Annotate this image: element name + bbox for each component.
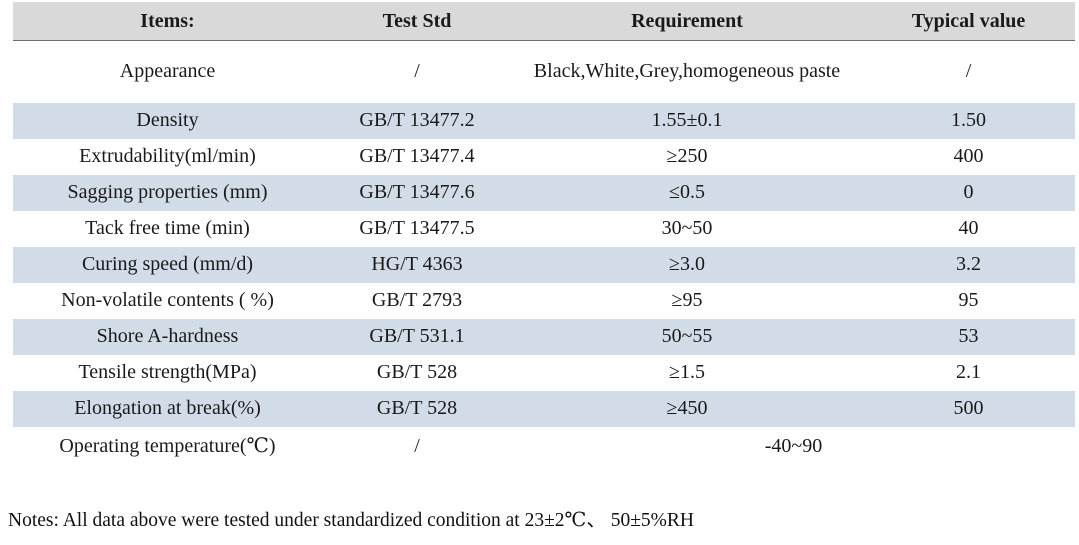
cell-item: Non-volatile contents ( %) <box>61 289 274 311</box>
table-row-operating-temperature: Operating temperature(℃) / -40~90 <box>13 427 1075 467</box>
table-row-tack-free-time: Tack free time (min) GB/T 13477.5 30~50 … <box>13 211 1075 247</box>
cell-std: GB/T 13477.5 <box>359 217 475 239</box>
cell-std: GB/T 531.1 <box>322 318 512 355</box>
table-row-appearance: Appearance / Black,White,Grey,homogeneou… <box>13 41 1075 103</box>
table-row-density: Density GB/T 13477.2 1.55±0.1 1.50 <box>13 102 1075 139</box>
cell-typical: 95 <box>958 289 979 311</box>
table-row-non-volatile: Non-volatile contents ( %) GB/T 2793 ≥95… <box>13 283 1075 319</box>
cell-item: Extrudability(ml/min) <box>79 145 256 167</box>
cell-requirement: 30~50 <box>661 217 713 239</box>
header-row: Items: Test Std Requirement Typical valu… <box>13 2 1075 41</box>
spec-table-header: Items: Test Std Requirement Typical valu… <box>13 2 1075 41</box>
cell-typical: 400 <box>953 145 984 167</box>
cell-item: Density <box>13 102 322 139</box>
cell-requirement: ≥3.0 <box>512 246 862 283</box>
header-requirement: Requirement <box>512 2 862 41</box>
cell-requirement: ≥450 <box>512 390 862 427</box>
spec-table: Items: Test Std Requirement Typical valu… <box>13 2 1075 467</box>
header-items: Items: <box>13 2 322 41</box>
cell-typical: / <box>965 60 972 83</box>
cell-std: HG/T 4363 <box>322 246 512 283</box>
header-typical-value: Typical value <box>862 2 1075 41</box>
cell-requirement-merged: -40~90 <box>764 435 823 457</box>
cell-requirement: 50~55 <box>512 318 862 355</box>
cell-typical: 0 <box>862 174 1075 211</box>
table-row-shore-hardness: Shore A-hardness GB/T 531.1 50~55 53 <box>13 318 1075 355</box>
cell-requirement: ≥250 <box>666 145 708 167</box>
table-row-elongation: Elongation at break(%) GB/T 528 ≥450 500 <box>13 390 1075 427</box>
cell-requirement: ≥1.5 <box>669 361 705 383</box>
cell-item: Curing speed (mm/d) <box>13 246 322 283</box>
cell-item: Sagging properties (mm) <box>13 174 322 211</box>
cell-requirement: ≥95 <box>671 289 703 311</box>
cell-requirement: 1.55±0.1 <box>512 102 862 139</box>
cell-typical: 3.2 <box>862 246 1075 283</box>
cell-std: GB/T 528 <box>322 390 512 427</box>
cell-item: Appearance <box>119 60 216 83</box>
cell-item: Tack free time (min) <box>85 217 250 239</box>
cell-item: Tensile strength(MPa) <box>78 361 257 383</box>
spec-table-body: Appearance / Black,White,Grey,homogeneou… <box>13 41 1075 467</box>
cell-std: GB/T 528 <box>376 361 458 383</box>
cell-requirement: ≤0.5 <box>512 174 862 211</box>
cell-typical: 2.1 <box>956 361 981 383</box>
table-row-extrudability: Extrudability(ml/min) GB/T 13477.4 ≥250 … <box>13 139 1075 175</box>
cell-typical: 500 <box>862 390 1075 427</box>
cell-item: Shore A-hardness <box>13 318 322 355</box>
cell-typical: 1.50 <box>862 102 1075 139</box>
cell-std: / <box>414 435 420 457</box>
cell-typical: 53 <box>862 318 1075 355</box>
cell-std: GB/T 13477.6 <box>322 174 512 211</box>
cell-std: GB/T 2793 <box>371 289 463 311</box>
notes-text: Notes: All data above were tested under … <box>8 510 695 531</box>
cell-typical: 40 <box>958 217 979 239</box>
cell-item: Operating temperature(℃) <box>59 435 276 457</box>
cell-item: Elongation at break(%) <box>13 390 322 427</box>
cell-std: GB/T 13477.4 <box>359 145 475 167</box>
header-test-std: Test Std <box>322 2 512 41</box>
cell-requirement: Black,White,Grey,homogeneous paste <box>533 60 841 83</box>
table-row-tensile-strength: Tensile strength(MPa) GB/T 528 ≥1.5 2.1 <box>13 355 1075 391</box>
cell-std: / <box>414 60 420 83</box>
table-row-sagging: Sagging properties (mm) GB/T 13477.6 ≤0.… <box>13 174 1075 211</box>
cell-std: GB/T 13477.2 <box>322 102 512 139</box>
table-row-curing-speed: Curing speed (mm/d) HG/T 4363 ≥3.0 3.2 <box>13 246 1075 283</box>
